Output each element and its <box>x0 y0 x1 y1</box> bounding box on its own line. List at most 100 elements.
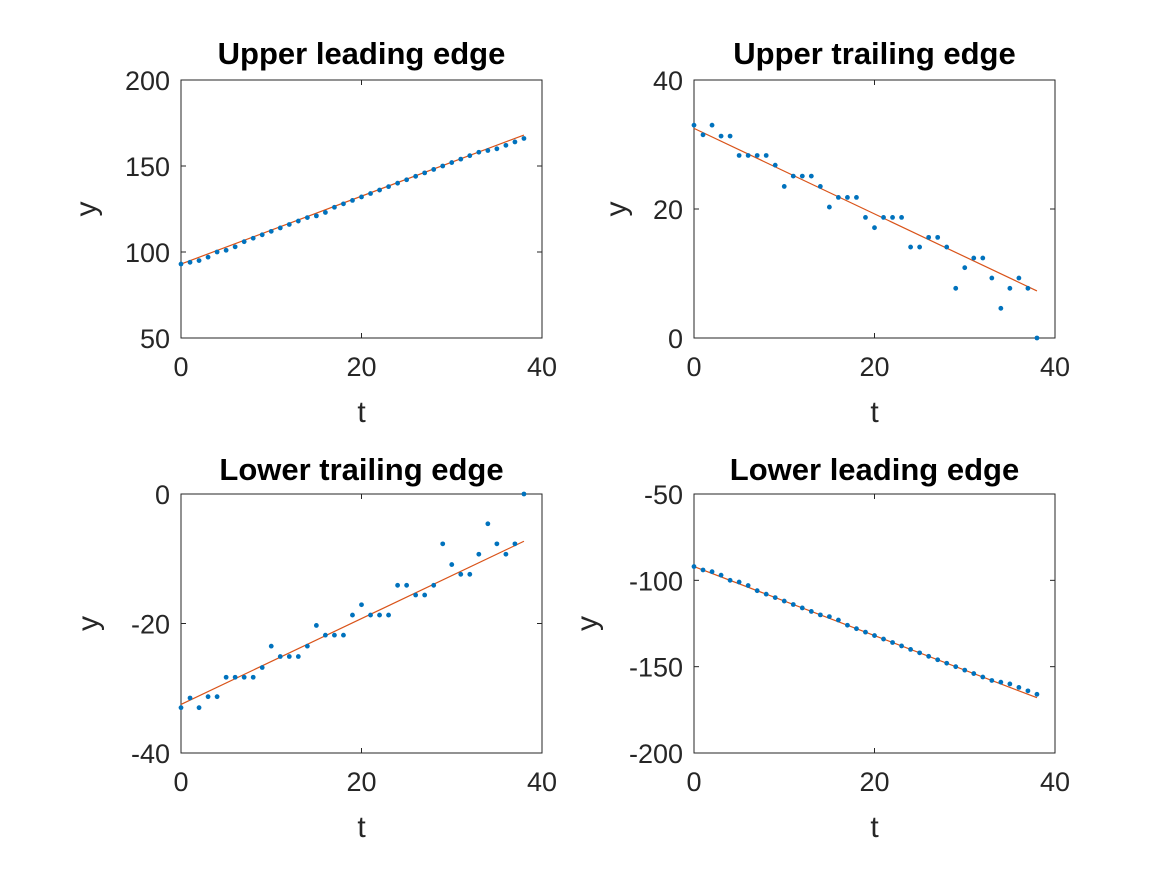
data-point <box>377 612 382 618</box>
data-point <box>718 133 724 139</box>
data-point <box>404 177 410 183</box>
data-point <box>863 214 868 220</box>
x-tick-label: 20 <box>859 767 889 797</box>
data-point <box>223 674 229 680</box>
data-point <box>781 184 787 189</box>
data-point <box>268 228 274 234</box>
data-point <box>790 173 796 179</box>
data-point <box>449 160 455 165</box>
data-point <box>359 194 364 200</box>
subplot-lower-leading-edge: Lower leading edge 0 20 40 -200 -150 -100 -50 t y <box>571 452 1070 844</box>
data-point <box>908 244 913 250</box>
data-point <box>890 214 895 220</box>
data-point <box>718 572 724 578</box>
fit-line <box>693 127 1038 292</box>
data-point <box>503 142 509 148</box>
data-point <box>187 695 193 701</box>
data-point <box>431 167 437 172</box>
data-point <box>736 153 742 158</box>
data-point <box>745 583 751 588</box>
data-point <box>332 632 337 638</box>
data-point <box>377 187 382 193</box>
x-tick-label: 0 <box>173 352 188 382</box>
data-point <box>503 551 509 557</box>
data-point <box>754 153 760 158</box>
data-point <box>440 163 446 169</box>
y-tick-label: -150 <box>629 653 683 683</box>
data-point <box>998 679 1004 685</box>
axes-box <box>693 493 1056 754</box>
data-point <box>790 602 796 607</box>
x-axis-label: t <box>357 811 366 844</box>
data-point <box>214 694 220 700</box>
data-point <box>727 133 733 139</box>
y-tick-label: -200 <box>629 739 683 769</box>
data-point <box>926 234 932 240</box>
data-point <box>980 674 986 680</box>
data-point <box>799 605 805 611</box>
data-point <box>178 261 184 267</box>
data-point <box>512 139 518 145</box>
y-tick-label: -20 <box>131 610 170 640</box>
data-point <box>485 148 491 153</box>
data-point <box>817 612 823 618</box>
data-point <box>368 191 373 196</box>
data-point <box>745 153 751 158</box>
data-point <box>521 491 527 497</box>
data-point <box>467 571 473 577</box>
chart-title: Upper trailing edge <box>733 36 1015 71</box>
chart-title: Lower trailing edge <box>219 452 503 487</box>
data-point <box>808 609 814 614</box>
data-point <box>772 595 778 600</box>
data-point <box>178 705 184 711</box>
x-tick-label: 0 <box>686 767 701 797</box>
y-axis-label: y <box>600 202 633 217</box>
subplot-lower-trailing-edge: Lower trailing edge 0 20 40 -40 -20 0 t y <box>72 452 557 844</box>
x-tick-label: 20 <box>346 352 376 382</box>
data-point <box>772 162 778 168</box>
data-point <box>881 636 886 642</box>
data-point <box>295 218 301 224</box>
data-point <box>826 204 832 210</box>
data-point <box>935 657 941 663</box>
data-point <box>386 612 391 618</box>
data-point <box>458 571 464 577</box>
data-point <box>1025 688 1031 694</box>
data-point <box>476 551 482 557</box>
y-tick-label: 100 <box>125 238 170 268</box>
data-point <box>854 626 859 632</box>
data-point <box>413 173 419 179</box>
x-tick-label: 40 <box>1040 767 1070 797</box>
data-point <box>691 122 697 128</box>
y-axis-label: y <box>70 202 103 217</box>
data-point <box>223 247 229 253</box>
x-tick-label: 40 <box>527 352 557 382</box>
data-point <box>863 629 868 635</box>
data-point <box>926 653 932 659</box>
x-tick-label: 20 <box>346 767 376 797</box>
data-point <box>700 567 706 573</box>
data-point <box>341 632 346 638</box>
data-point <box>196 258 202 263</box>
fit-line <box>180 540 525 705</box>
data-point <box>259 232 265 238</box>
data-point <box>781 598 787 604</box>
y-axis-label: y <box>571 616 604 631</box>
x-axis-label: t <box>357 396 366 429</box>
data-point <box>944 244 950 250</box>
y-axis-label: y <box>72 616 105 631</box>
data-point <box>323 210 328 215</box>
data-point <box>386 184 391 190</box>
data-point <box>341 201 346 207</box>
data-point <box>953 285 959 291</box>
data-point <box>1007 285 1013 291</box>
data-point <box>295 654 301 659</box>
data-point <box>1025 285 1031 291</box>
data-point <box>187 259 193 265</box>
data-point <box>323 632 328 638</box>
data-point <box>196 705 202 711</box>
data-point <box>845 194 850 200</box>
data-point <box>917 650 923 656</box>
data-point <box>980 255 986 261</box>
